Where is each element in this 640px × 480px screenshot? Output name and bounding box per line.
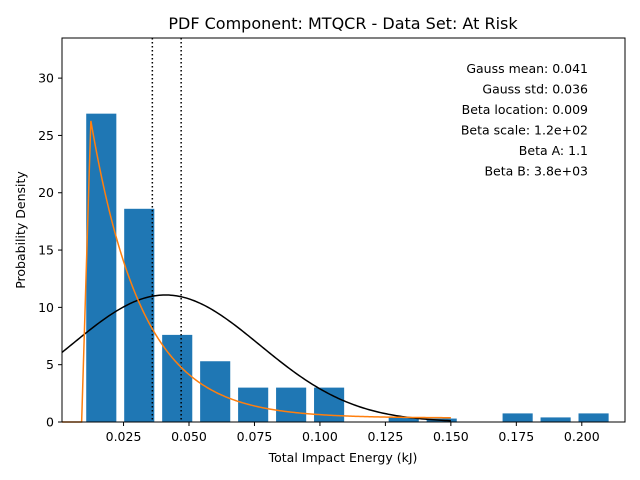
gauss-fit-line	[61, 294, 451, 422]
stats-annotations: Gauss mean: 0.041 Gauss std: 0.036 Beta lo…	[461, 61, 588, 179]
histogram-bar-3	[162, 334, 193, 422]
y-axis-label: Probability Density	[13, 171, 28, 289]
histogram-bar-2	[124, 208, 155, 422]
stats-annotation-line: Gauss std: 0.036	[482, 82, 588, 97]
x-axis-label: Total Impact Energy (kJ)	[268, 450, 418, 465]
x-axis: 0.025 0.050 0.075 0.100 0.125 0.150 0.175 0.200	[106, 422, 600, 444]
stats-annotation-line: Beta scale: 1.2e+02	[461, 123, 588, 138]
stats-annotation-line: Beta A: 1.1	[519, 143, 588, 158]
histogram-bar-6	[276, 387, 307, 422]
beta-fit-line	[62, 120, 451, 423]
stats-annotation-line: Beta location: 0.009	[462, 102, 588, 117]
y-tick-label: 5	[46, 357, 54, 372]
histogram-bar-12	[578, 413, 609, 422]
plot-area	[61, 38, 609, 423]
x-tick-label: 0.025	[106, 429, 142, 444]
x-tick-label: 0.100	[302, 429, 338, 444]
plot-frame	[61, 37, 626, 423]
histogram-bar-5	[238, 387, 269, 422]
y-tick-label: 25	[38, 128, 54, 143]
stats-annotation-line: Beta B: 3.8e+03	[484, 164, 588, 179]
histogram-bar-1	[86, 113, 117, 422]
y-tick-label: 30	[38, 71, 54, 86]
x-tick-label: 0.200	[564, 429, 600, 444]
histogram-bar-10	[502, 413, 533, 422]
x-tick-label: 0.150	[433, 429, 469, 444]
y-axis: 0 5 10 15 20 25 30	[38, 71, 62, 430]
x-tick-label: 0.050	[171, 429, 207, 444]
histogram-bar-11	[540, 417, 571, 422]
chart-title: PDF Component: MTQCR - Data Set: At Risk	[168, 14, 518, 33]
histogram-bar-7	[314, 387, 345, 422]
x-tick-label: 0.175	[498, 429, 534, 444]
y-tick-label: 15	[38, 243, 54, 258]
y-tick-label: 20	[38, 185, 54, 200]
x-tick-label: 0.125	[367, 429, 403, 444]
y-tick-label: 10	[38, 300, 54, 315]
histogram-bar-8	[388, 417, 419, 422]
x-tick-label: 0.075	[237, 429, 273, 444]
y-tick-label: 0	[46, 415, 54, 430]
stats-annotation-line: Gauss mean: 0.041	[466, 61, 588, 76]
